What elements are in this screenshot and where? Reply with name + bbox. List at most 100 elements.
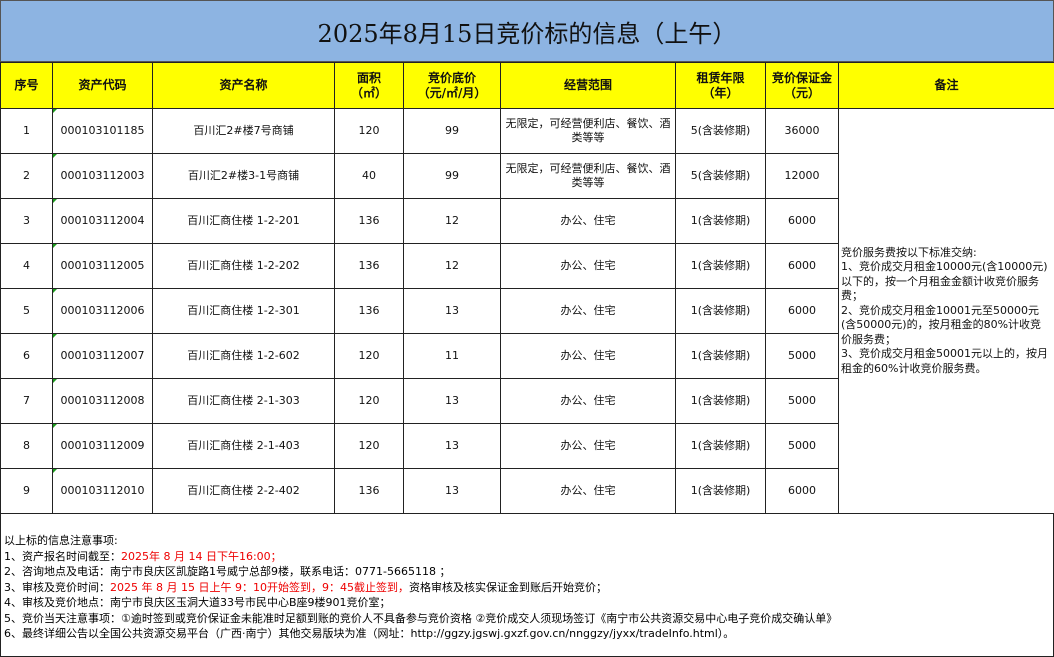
header-area-label: 面积 [356,70,381,85]
note-3-label: 3、审核及竞价时间： [4,580,110,594]
cell-area: 136 [334,288,404,334]
cell-scope: 办公、住宅 [500,468,676,514]
cell-name: 百川汇2#楼3-1号商铺 [152,153,335,199]
cell-code: 000103112006 [52,288,153,334]
cell-no: 5 [0,288,53,334]
cell-scope: 办公、住宅 [500,378,676,424]
cell-price: 99 [403,153,501,199]
cell-scope: 无限定，可经营便利店、餐饮、酒类等等 [500,153,676,199]
cell-deposit: 5000 [765,423,839,469]
cell-term: 5(含装修期) [675,153,766,199]
note-6: 6、最终详细公告以全国公共资源交易平台（广西·南宁）其他交易版块为准（网址：ht… [4,627,735,640]
header-term-label: 租赁年限 [696,70,745,85]
bid-table: 序号 资产代码 资产名称 面积 （㎡） 竞价底价 （元/㎡/月） 经营范围 租赁年限… [0,62,1054,514]
note-1: 1、资产报名时间截至：2025年 8 月 14 日下午16:00； [4,549,1050,565]
cell-term: 1(含装修期) [675,423,766,469]
cell-price: 99 [403,108,501,154]
cell-no: 9 [0,468,53,514]
cell-term: 1(含装修期) [675,198,766,244]
cell-price: 12 [403,198,501,244]
cell-name: 百川汇商住楼 1-2-202 [152,243,335,289]
header-row: 序号 资产代码 资产名称 面积 （㎡） 竞价底价 （元/㎡/月） 经营范围 租赁年限… [0,62,1054,109]
cell-code: 000103112003 [52,153,153,199]
cell-price: 13 [403,378,501,424]
cell-code: 000103112009 [52,423,153,469]
cell-term: 1(含装修期) [675,378,766,424]
cell-scope: 办公、住宅 [500,243,676,289]
notes-heading: 以上标的信息注意事项: [4,534,118,547]
remark-line: 1、竞价成交月租金10000元(含10000元)以下的，按一个月租金金额计收竞价… [841,260,1048,303]
table-row: 2 000103112003 百川汇2#楼3-1号商铺 40 99 无限定，可经营便利店、… [0,153,1054,199]
note-3-rest: 资格审核及核实保证金到账后开始竞价； [408,580,607,594]
cell-area: 136 [334,198,404,244]
cell-no: 1 [0,108,53,154]
cell-scope: 办公、住宅 [500,333,676,379]
notes-section: 以上标的信息注意事项: 1、资产报名时间截至：2025年 8 月 14 日下午1… [0,513,1054,657]
cell-scope: 办公、住宅 [500,198,676,244]
cell-name: 百川汇商住楼 2-2-402 [152,468,335,514]
note-1-label: 1、资产报名时间截至： [4,549,121,563]
cell-code: 000103112008 [52,378,153,424]
cell-price: 13 [403,423,501,469]
cell-no: 6 [0,333,53,379]
header-term-unit: （年） [702,85,739,100]
cell-deposit: 36000 [765,108,839,154]
cell-deposit: 5000 [765,333,839,379]
cell-area: 120 [334,108,404,154]
cell-name: 百川汇商住楼 2-1-403 [152,423,335,469]
note-1-deadline: 2025年 8 月 14 日下午16:00； [121,549,282,563]
remark-line: 2、竞价成交月租金10001元至50000元(含50000元)的，按月租金的80… [841,303,1042,346]
table-row: 3 000103112004 百川汇商住楼 1-2-201 136 12 办公、住宅 1(含… [0,198,1054,244]
cell-name: 百川汇商住楼 2-1-303 [152,378,335,424]
header-scope: 经营范围 [500,62,676,109]
note-3: 3、审核及竞价时间：2025 年 8 月 15 日上午 9：10开始签到，9：4… [4,580,1050,596]
cell-name: 百川汇商住楼 1-2-301 [152,288,335,334]
header-code: 资产代码 [52,62,153,109]
cell-scope: 无限定，可经营便利店、餐饮、酒类等等 [500,108,676,154]
cell-price: 11 [403,333,501,379]
header-price-label: 竞价底价 [427,70,476,85]
header-deposit-label: 竞价保证金 [771,70,832,85]
header-price: 竞价底价 （元/㎡/月） [403,62,501,109]
cell-price: 13 [403,468,501,514]
cell-term: 1(含装修期) [675,468,766,514]
cell-scope: 办公、住宅 [500,423,676,469]
cell-deposit: 5000 [765,378,839,424]
cell-area: 120 [334,333,404,379]
cell-code: 000103112005 [52,243,153,289]
remark-line: 竞价服务费按以下标准交纳: [841,245,977,259]
page-title: 2025年8月15日竞价标的信息（上午） [0,0,1054,62]
note-4: 4、审核及竞价地点：南宁市良庆区玉洞大道33号市民中心B座9楼901竞价室； [4,596,391,609]
cell-deposit: 6000 [765,198,839,244]
cell-area: 120 [334,378,404,424]
remark-line: 3、竞价成交月租金50001元以上的，按月租金的60%计收竞价服务费。 [841,347,1048,375]
cell-price: 12 [403,243,501,289]
cell-name: 百川汇商住楼 1-2-602 [152,333,335,379]
header-remark: 备注 [838,62,1054,109]
cell-no: 2 [0,153,53,199]
header-name: 资产名称 [152,62,335,109]
cell-term: 1(含装修期) [675,288,766,334]
cell-code: 000103112004 [52,198,153,244]
table-row: 6 000103112007 百川汇商住楼 1-2-602 120 11 办公、住宅 1(含… [0,333,1054,379]
table-row: 9 000103112010 百川汇商住楼 2-2-402 136 13 办公、住宅 1(含… [0,468,1054,514]
cell-area: 40 [334,153,404,199]
note-3-time: 2025 年 8 月 15 日上午 9：10开始签到，9：45截止签到， [110,580,409,594]
remark-cell: 竞价服务费按以下标准交纳: 1、竞价成交月租金10000元(含10000元)以下的… [838,108,1054,514]
cell-code: 000103112010 [52,468,153,514]
cell-term: 1(含装修期) [675,333,766,379]
header-deposit-unit: （元） [783,85,820,100]
table-row: 1 000103101185 百川汇2#楼7号商铺 120 99 无限定，可经营便利店、餐… [0,108,1054,514]
cell-term: 5(含装修期) [675,108,766,154]
cell-no: 8 [0,423,53,469]
header-term: 租赁年限 （年） [675,62,766,109]
cell-code: 000103101185 [52,108,153,154]
cell-deposit: 6000 [765,468,839,514]
header-deposit: 竞价保证金 （元） [765,62,839,109]
cell-scope: 办公、住宅 [500,288,676,334]
cell-name: 百川汇商住楼 1-2-201 [152,198,335,244]
cell-no: 4 [0,243,53,289]
cell-deposit: 6000 [765,288,839,334]
cell-area: 120 [334,423,404,469]
cell-deposit: 6000 [765,243,839,289]
